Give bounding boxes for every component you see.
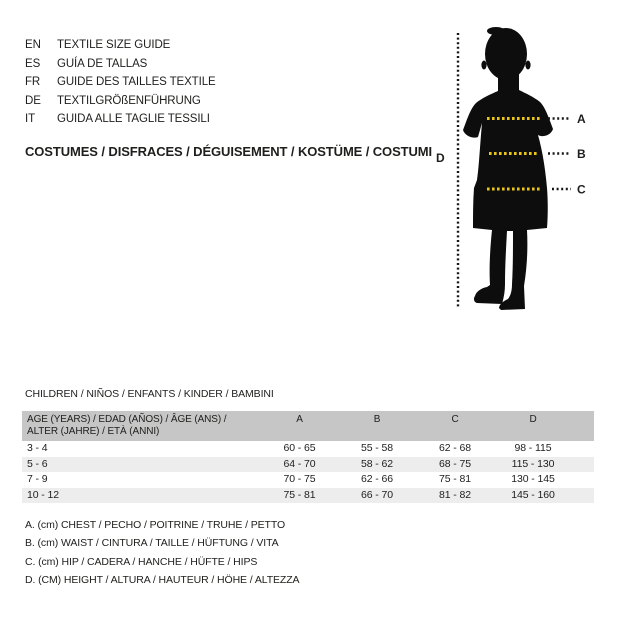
age-cell: 3 - 4 [27, 442, 48, 454]
footnote-waist: B. (cm) WAIST / CINTURA / TAILLE / HÜFTU… [25, 537, 279, 550]
column-header-d: D [529, 414, 537, 425]
language-row-de: DE TEXTILGRÖßENFÜHRUNG [25, 92, 216, 111]
table-row: 3 - 4 60 - 65 55 - 58 62 - 68 98 - 115 [22, 441, 594, 457]
category-title: COSTUMES / DISFRACES / DÉGUISEMENT / KOS… [25, 144, 433, 159]
hip-cell: 81 - 82 [439, 488, 471, 501]
waist-label: B [577, 147, 586, 161]
height-cell: 130 - 145 [511, 473, 555, 485]
column-header-a: A [296, 414, 303, 425]
footnote-chest: A. (cm) CHEST / PECHO / POITRINE / TRUHE… [25, 519, 286, 531]
language-row-it: IT GUIDA ALLE TAGLIE TESSILI [25, 110, 216, 129]
language-label: GUÍA DE TALLAS [57, 57, 148, 70]
age-cell: 7 - 9 [27, 473, 48, 485]
height-cell: 145 - 160 [511, 488, 555, 501]
age-header-line1: AGE (YEARS) / EDAD (AÑOS) / ÂGE (ANS) / [27, 414, 227, 425]
chest-cell: 75 - 81 [283, 488, 316, 501]
column-header-b: B [373, 414, 381, 425]
language-code: ES [25, 57, 41, 70]
footnote-height: D. (CM) HEIGHT / ALTURA / HAUTEUR / HÖHE… [25, 574, 300, 587]
chest-cell: 70 - 75 [283, 473, 316, 485]
language-code: IT [25, 113, 36, 126]
table-header-row: AGE (YEARS) / EDAD (AÑOS) / ÂGE (ANS) / … [22, 411, 594, 441]
waist-cell: 55 - 58 [361, 442, 393, 454]
language-label: GUIDE DES TAILLES TEXTILE [57, 76, 216, 89]
language-row-fr: FR GUIDE DES TAILLES TEXTILE [25, 73, 216, 92]
height-label: D [436, 151, 445, 165]
height-cell: 98 - 115 [514, 442, 552, 454]
language-row-es: ES GUÍA DE TALLAS [25, 55, 216, 74]
chest-cell: 60 - 65 [283, 442, 316, 454]
age-header-line2: ALTER (JAHRE) / ETÀ (ANNI) [27, 425, 160, 437]
language-code: FR [25, 76, 41, 89]
age-cell: 10 - 12 [27, 488, 59, 501]
measurement-figure: A B C D [436, 27, 586, 310]
language-row-en: EN TEXTILE SIZE GUIDE [25, 36, 216, 55]
table-row: 5 - 6 64 - 70 58 - 62 68 - 75 115 - 130 [22, 456, 594, 472]
language-label: GUIDA ALLE TAGLIE TESSILI [57, 113, 210, 126]
age-cell: 5 - 6 [27, 457, 48, 470]
waist-cell: 66 - 70 [361, 488, 393, 501]
measurement-footnotes: A. (cm) CHEST / PECHO / POITRINE / TRUHE… [25, 516, 300, 590]
table-row: 10 - 12 75 - 81 66 - 70 81 - 82 145 - 16… [22, 487, 594, 503]
table-row: 7 - 9 70 - 75 62 - 66 75 - 81 130 - 145 [22, 472, 594, 488]
language-code: EN [25, 39, 41, 51]
language-list: EN TEXTILE SIZE GUIDE ES GUÍA DE TALLAS FR… [25, 36, 216, 129]
language-label: TEXTILE SIZE GUIDE [57, 39, 171, 51]
language-code: DE [25, 94, 41, 107]
hip-label: C [577, 183, 586, 197]
waist-cell: 62 - 66 [361, 473, 393, 485]
children-section-title: CHILDREN / NIÑOS / ENFANTS / KINDER / BA… [25, 388, 274, 400]
hip-cell: 68 - 75 [439, 457, 471, 470]
chest-cell: 64 - 70 [283, 457, 316, 470]
height-cell: 115 - 130 [511, 457, 555, 470]
age-column-header: AGE (YEARS) / EDAD (AÑOS) / ÂGE (ANS) / … [22, 414, 261, 437]
waist-cell: 58 - 62 [361, 457, 393, 470]
footnote-hip: C. (cm) HIP / CADERA / HANCHE / HÜFTE / … [25, 555, 258, 568]
column-header-c: C [451, 414, 459, 425]
chest-label: A [577, 112, 586, 126]
child-silhouette-icon [463, 27, 553, 310]
hip-cell: 75 - 81 [439, 473, 471, 485]
children-size-table: AGE (YEARS) / EDAD (AÑOS) / ÂGE (ANS) / … [22, 411, 594, 503]
language-label: TEXTILGRÖßENFÜHRUNG [57, 94, 201, 107]
hip-cell: 62 - 68 [439, 442, 471, 454]
